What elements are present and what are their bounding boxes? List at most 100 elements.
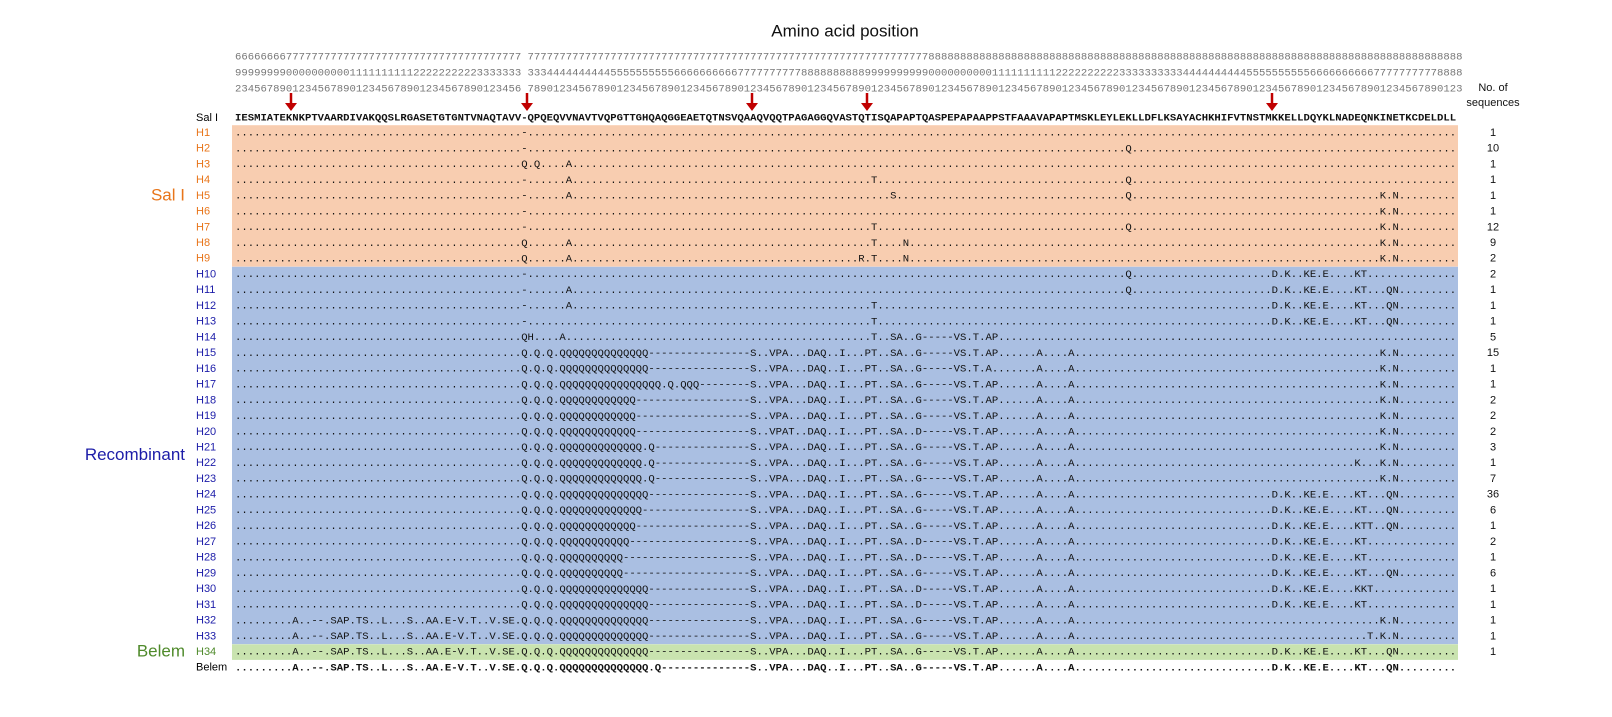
count-header: sequences [1466, 97, 1520, 109]
row-count: 15 [1487, 347, 1499, 359]
alignment-rows: H1......................................… [85, 127, 1499, 675]
row-label: H33 [196, 630, 216, 642]
row-count: 1 [1490, 363, 1496, 375]
row-label: H15 [196, 347, 216, 359]
row-count: 1 [1490, 457, 1496, 469]
row-count: 1 [1490, 552, 1496, 564]
row-count: 1 [1490, 300, 1496, 312]
row-label: H24 [196, 489, 216, 501]
row-label: H20 [196, 426, 216, 438]
ruler-units: 2345678901234567890123456789012345678901… [235, 85, 1463, 96]
row-label: H8 [196, 237, 210, 249]
row-label: H19 [196, 410, 216, 422]
row-label: H30 [196, 583, 216, 595]
row-label: H16 [196, 363, 216, 375]
row-count: 1 [1490, 520, 1496, 532]
row-label: H21 [196, 442, 216, 454]
row-sequence: ........................................… [235, 333, 1456, 344]
row-sequence: ........................................… [235, 176, 1456, 187]
row-count: 2 [1490, 410, 1496, 422]
row-sequence: ........................................… [235, 459, 1456, 470]
row-sequence: ........................................… [235, 223, 1456, 234]
ruler-tens: 9999999900000000001111111111222222222233… [235, 69, 1463, 80]
row-count: 1 [1490, 316, 1496, 328]
row-sequence: ........................................… [235, 207, 1456, 218]
consensus-sequence: .........A..--.SAP.TS..L...S..AA.E-V.T..… [235, 663, 1456, 674]
row-sequence: ........................................… [235, 380, 1456, 391]
row-sequence: ........................................… [235, 506, 1456, 517]
row-sequence: ........................................… [235, 302, 1456, 313]
row-count: 1 [1490, 127, 1496, 139]
row-label: H11 [196, 284, 215, 296]
row-count: 6 [1490, 504, 1496, 516]
row-sequence: ........................................… [235, 317, 1456, 328]
row-sequence: .........A..--.SAP.TS..L...S..AA.E-V.T..… [235, 648, 1456, 659]
row-sequence: ........................................… [235, 144, 1456, 155]
row-label: H17 [196, 379, 216, 391]
row-label: H23 [196, 473, 216, 485]
row-sequence: ........................................… [235, 239, 1456, 250]
row-sequence: ........................................… [235, 129, 1456, 140]
row-label: H4 [196, 174, 210, 186]
row-sequence: ........................................… [235, 412, 1456, 423]
row-label: H34 [196, 646, 216, 658]
row-count: 2 [1490, 536, 1496, 548]
row-label: H1 [196, 127, 210, 139]
row-label: H31 [196, 599, 216, 611]
row-label: H13 [196, 316, 216, 328]
row-sequence: ........................................… [235, 585, 1456, 596]
row-sequence: ........................................… [235, 160, 1456, 171]
ruler-hundreds: 6666666677777777777777777777777777777777… [235, 53, 1463, 64]
reference-label: Sal I [196, 112, 218, 124]
row-count: 2 [1490, 253, 1496, 265]
row-label: H18 [196, 394, 216, 406]
row-count: 7 [1490, 473, 1496, 485]
row-count: 1 [1490, 583, 1496, 595]
row-sequence: ........................................… [235, 569, 1456, 580]
group-name: Sal I [151, 185, 185, 204]
row-count: 2 [1490, 268, 1496, 280]
row-count: 1 [1490, 284, 1496, 296]
row-label: H7 [196, 221, 210, 233]
row-count: 6 [1490, 567, 1496, 579]
row-label: H6 [196, 206, 210, 218]
group-band [232, 644, 1458, 660]
row-label: H32 [196, 615, 216, 627]
group-name: Recombinant [85, 445, 185, 464]
row-count: 1 [1490, 158, 1496, 170]
row-count: 1 [1490, 646, 1496, 658]
row-sequence: ........................................… [235, 192, 1456, 203]
row-label: H26 [196, 520, 216, 532]
row-sequence: ........................................… [235, 553, 1456, 564]
row-count: 1 [1490, 379, 1496, 391]
row-count: 2 [1490, 394, 1496, 406]
row-label: H22 [196, 457, 216, 469]
row-label: H29 [196, 567, 216, 579]
row-sequence: ........................................… [235, 270, 1456, 281]
row-sequence: ........................................… [235, 601, 1456, 612]
row-count: 1 [1490, 630, 1496, 642]
row-count: 36 [1487, 489, 1499, 501]
row-label: H12 [196, 300, 216, 312]
row-sequence: ........................................… [235, 254, 1456, 265]
row-label: H2 [196, 143, 210, 155]
row-count: 1 [1490, 599, 1496, 611]
row-count: 3 [1490, 442, 1496, 454]
row-count: 9 [1490, 237, 1496, 249]
row-count: 1 [1490, 615, 1496, 627]
row-sequence: ........................................… [235, 365, 1456, 376]
row-label: H25 [196, 504, 216, 516]
row-label: H3 [196, 158, 210, 170]
group-name: Belem [137, 642, 185, 661]
row-count: 12 [1487, 221, 1499, 233]
row-label: H5 [196, 190, 210, 202]
row-label: H14 [196, 331, 216, 343]
row-sequence: ........................................… [235, 443, 1456, 454]
group-band [232, 125, 1458, 267]
row-label: H28 [196, 552, 216, 564]
row-sequence: ........................................… [235, 396, 1456, 407]
row-sequence: .........A..--.SAP.TS..L...S..AA.E-V.T..… [235, 632, 1456, 643]
row-count: 5 [1490, 331, 1496, 343]
row-count: 10 [1487, 143, 1499, 155]
row-count: 1 [1490, 206, 1496, 218]
